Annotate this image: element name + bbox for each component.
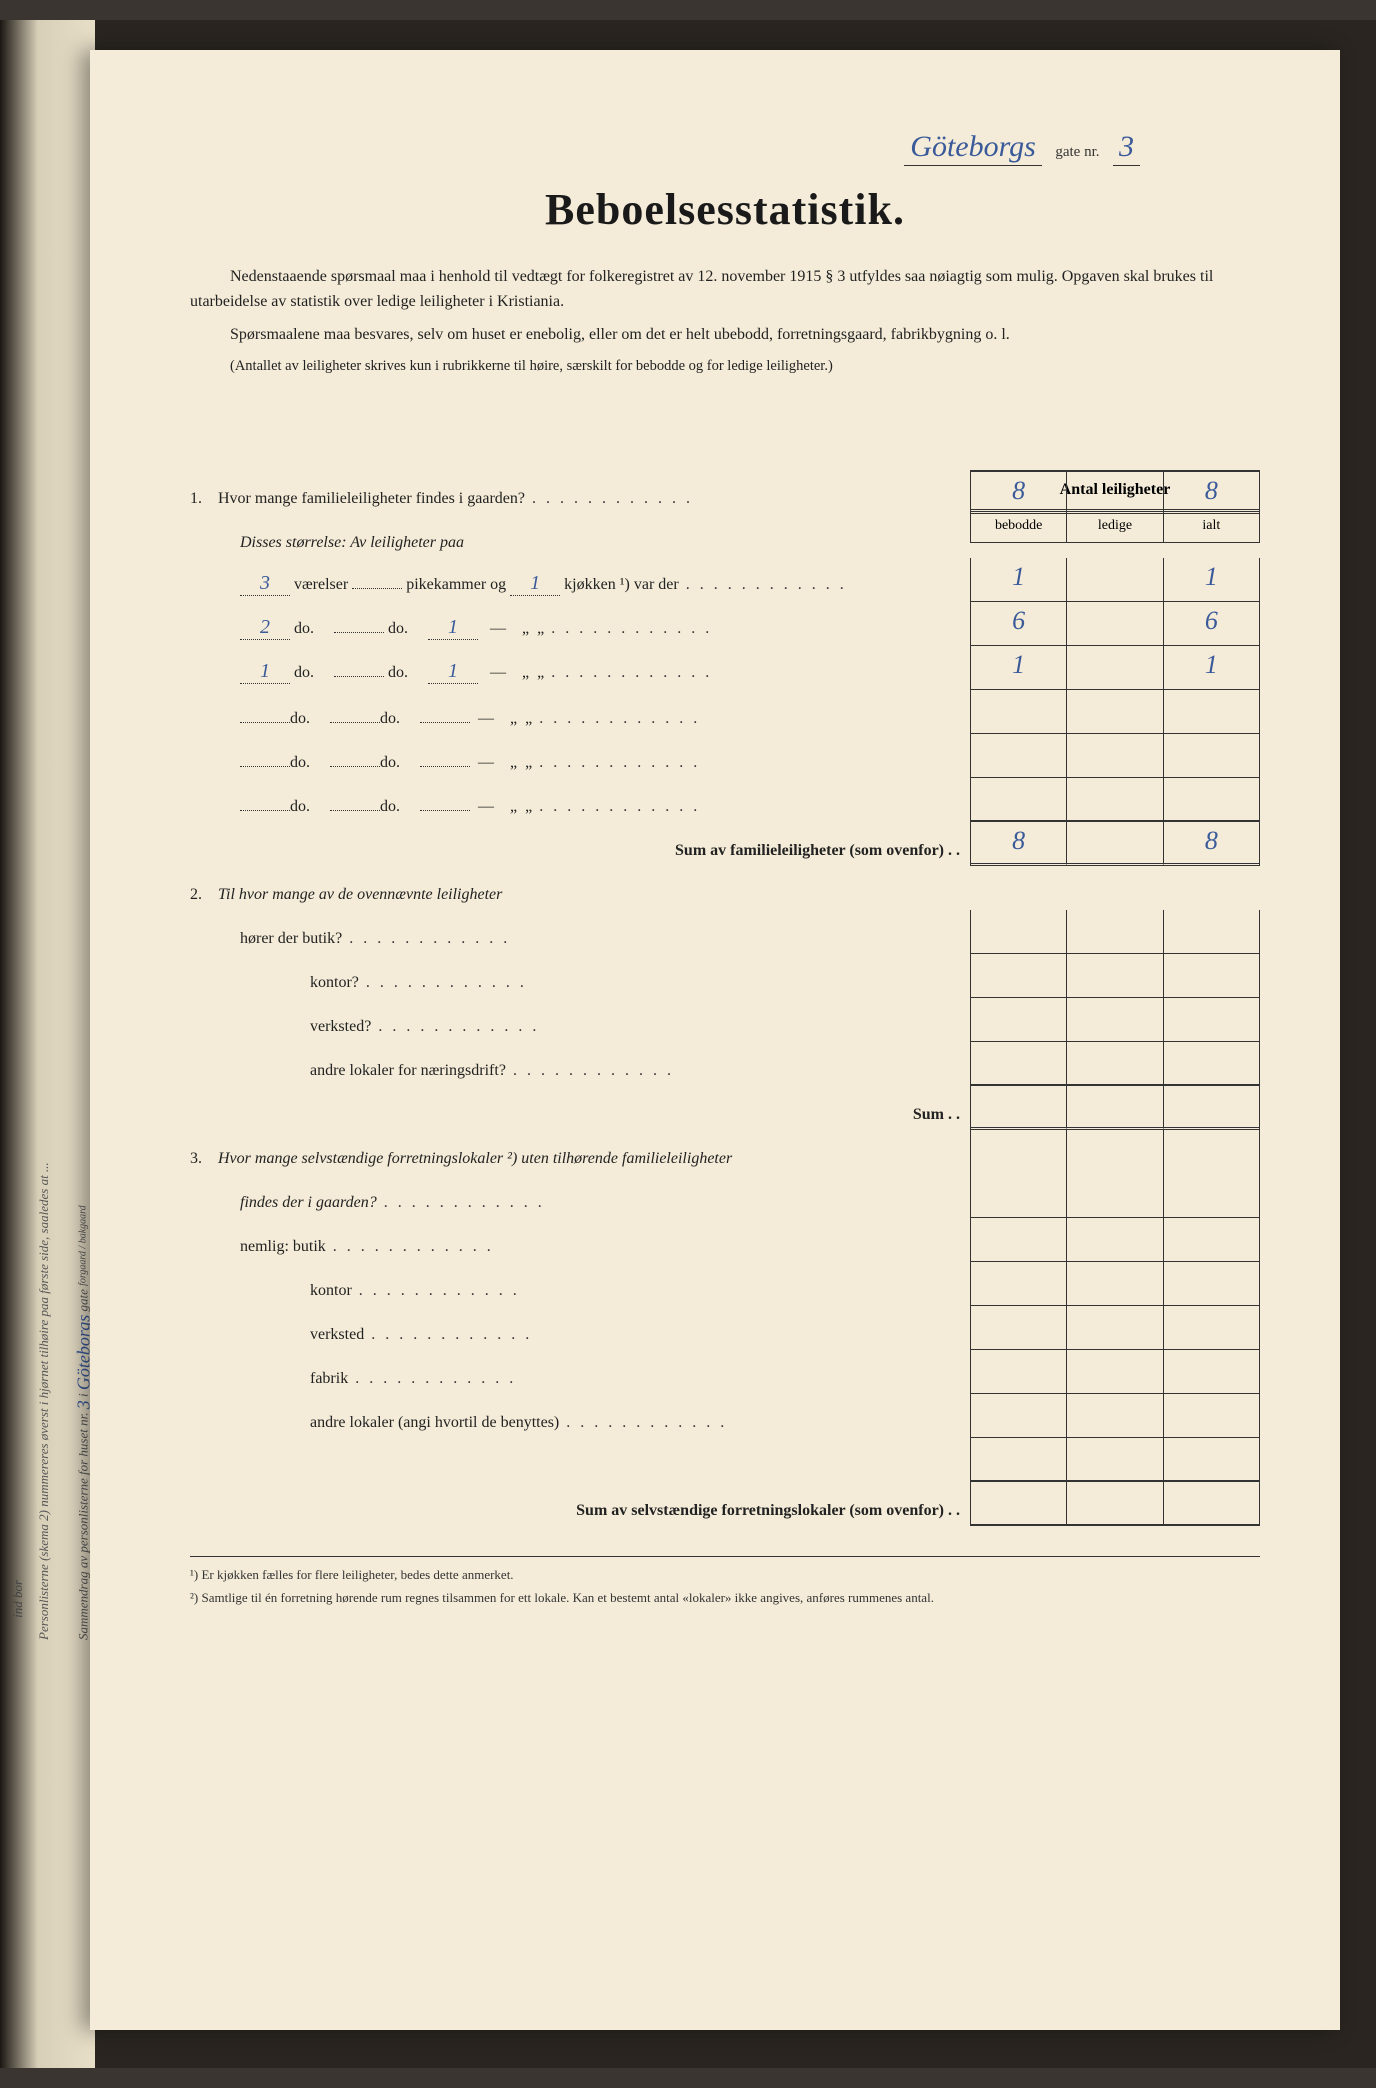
- size-row: 3 værelser pikekammer og 1 kjøkken ¹) va…: [190, 558, 1260, 602]
- intro-p2: Spørsmaalene maa besvares, selv om huset…: [190, 323, 1260, 348]
- intro-block: Nedenstaaende spørsmaal maa i henhold ti…: [190, 265, 1260, 378]
- q3-line: verksted: [190, 1306, 1260, 1350]
- size-row: 2 do. do. 1 — „ „ 66: [190, 602, 1260, 646]
- q1-row: 1.Hvor mange familieleiligheter findes i…: [190, 470, 1260, 514]
- q3-row-b: findes der i gaarden?: [190, 1174, 1260, 1218]
- intro-p3: (Antallet av leiligheter skrives kun i r…: [190, 355, 1260, 377]
- cell: 8: [1164, 470, 1259, 514]
- intro-p1: Nedenstaaende spørsmaal maa i henhold ti…: [190, 265, 1260, 315]
- q3-line: andre lokaler (angi hvortil de benyttes): [190, 1394, 1260, 1438]
- q3-line: kontor: [190, 1262, 1260, 1306]
- side-gate: gate: [75, 1289, 90, 1311]
- footnotes: ¹) Er kjøkken fælles for flere leilighet…: [190, 1556, 1260, 1608]
- q2-row: 2.Til hvor mange av de ovennævnte leilig…: [190, 866, 1260, 910]
- table-area: Antal leiligheter bebodde ledige ialt 1.…: [190, 470, 1260, 1526]
- q3-line: nemlig: butik: [190, 1218, 1260, 1262]
- side-main: Sammendrag av personlisterne for huset n…: [75, 1413, 90, 1641]
- q3-sum: Sum av selvstændige forretningslokaler (…: [190, 1482, 1260, 1526]
- q3-line: fabrik: [190, 1350, 1260, 1394]
- size-row: 1 do. do. 1 — „ „ 11: [190, 646, 1260, 690]
- cell: [1067, 470, 1163, 514]
- q3-blank: [190, 1438, 1260, 1482]
- q2-line: hører der butik?: [190, 910, 1260, 954]
- header-handwritten: Göteborgs gate nr. 3: [190, 130, 1140, 164]
- street-name-hw: Göteborgs: [904, 130, 1042, 166]
- q1-sum: Sum av familieleiligheter (som ovenfor) …: [190, 822, 1260, 866]
- q1-cells: 8 8: [970, 470, 1260, 514]
- form-page: Göteborgs gate nr. 3 Beboelsesstatistik.…: [90, 50, 1340, 2030]
- side-note: Personlisterne (skema 2) nummereres øver…: [36, 1162, 51, 1640]
- side-ind-bor: ind bor: [10, 1580, 26, 1618]
- q2-line: verksted?: [190, 998, 1260, 1042]
- q2-sum: Sum . .: [190, 1086, 1260, 1130]
- side-mid: i: [75, 1393, 90, 1397]
- q3-row: 3.Hvor mange selvstændige forretningslok…: [190, 1130, 1260, 1174]
- q1-label: 1.Hvor mange familieleiligheter findes i…: [190, 490, 970, 514]
- rows: 1.Hvor mange familieleiligheter findes i…: [190, 470, 1260, 1526]
- margin-vertical-text: Personlisterne (skema 2) nummereres øver…: [35, 240, 75, 1640]
- gate-label: gate nr.: [1055, 144, 1099, 160]
- size-row: do. do. — „ „: [190, 734, 1260, 778]
- q2-line: andre lokaler for næringsdrift?: [190, 1042, 1260, 1086]
- page-wrap: Personlisterne (skema 2) nummereres øver…: [0, 20, 1376, 2068]
- size-row: do. do. — „ „: [190, 690, 1260, 734]
- q1-sub: Disses størrelse: Av leiligheter paa: [190, 514, 1260, 558]
- q2-line: kontor?: [190, 954, 1260, 998]
- q1-text: Hvor mange familieleiligheter findes i g…: [218, 490, 525, 507]
- footnote-2: ²) Samtlige til én forretning hørende ru…: [190, 1588, 1260, 1608]
- q1-sub-label: Disses størrelse: Av leiligheter paa: [190, 534, 970, 558]
- side-forgaard: forgaard / bakgaard: [77, 1205, 88, 1286]
- page-title: Beboelsesstatistik.: [190, 184, 1260, 235]
- cell: 8: [971, 470, 1067, 514]
- gate-nr-hw: 3: [1113, 130, 1140, 166]
- size-row: do. do. — „ „: [190, 778, 1260, 822]
- footnote-1: ¹) Er kjøkken fælles for flere leilighet…: [190, 1565, 1260, 1585]
